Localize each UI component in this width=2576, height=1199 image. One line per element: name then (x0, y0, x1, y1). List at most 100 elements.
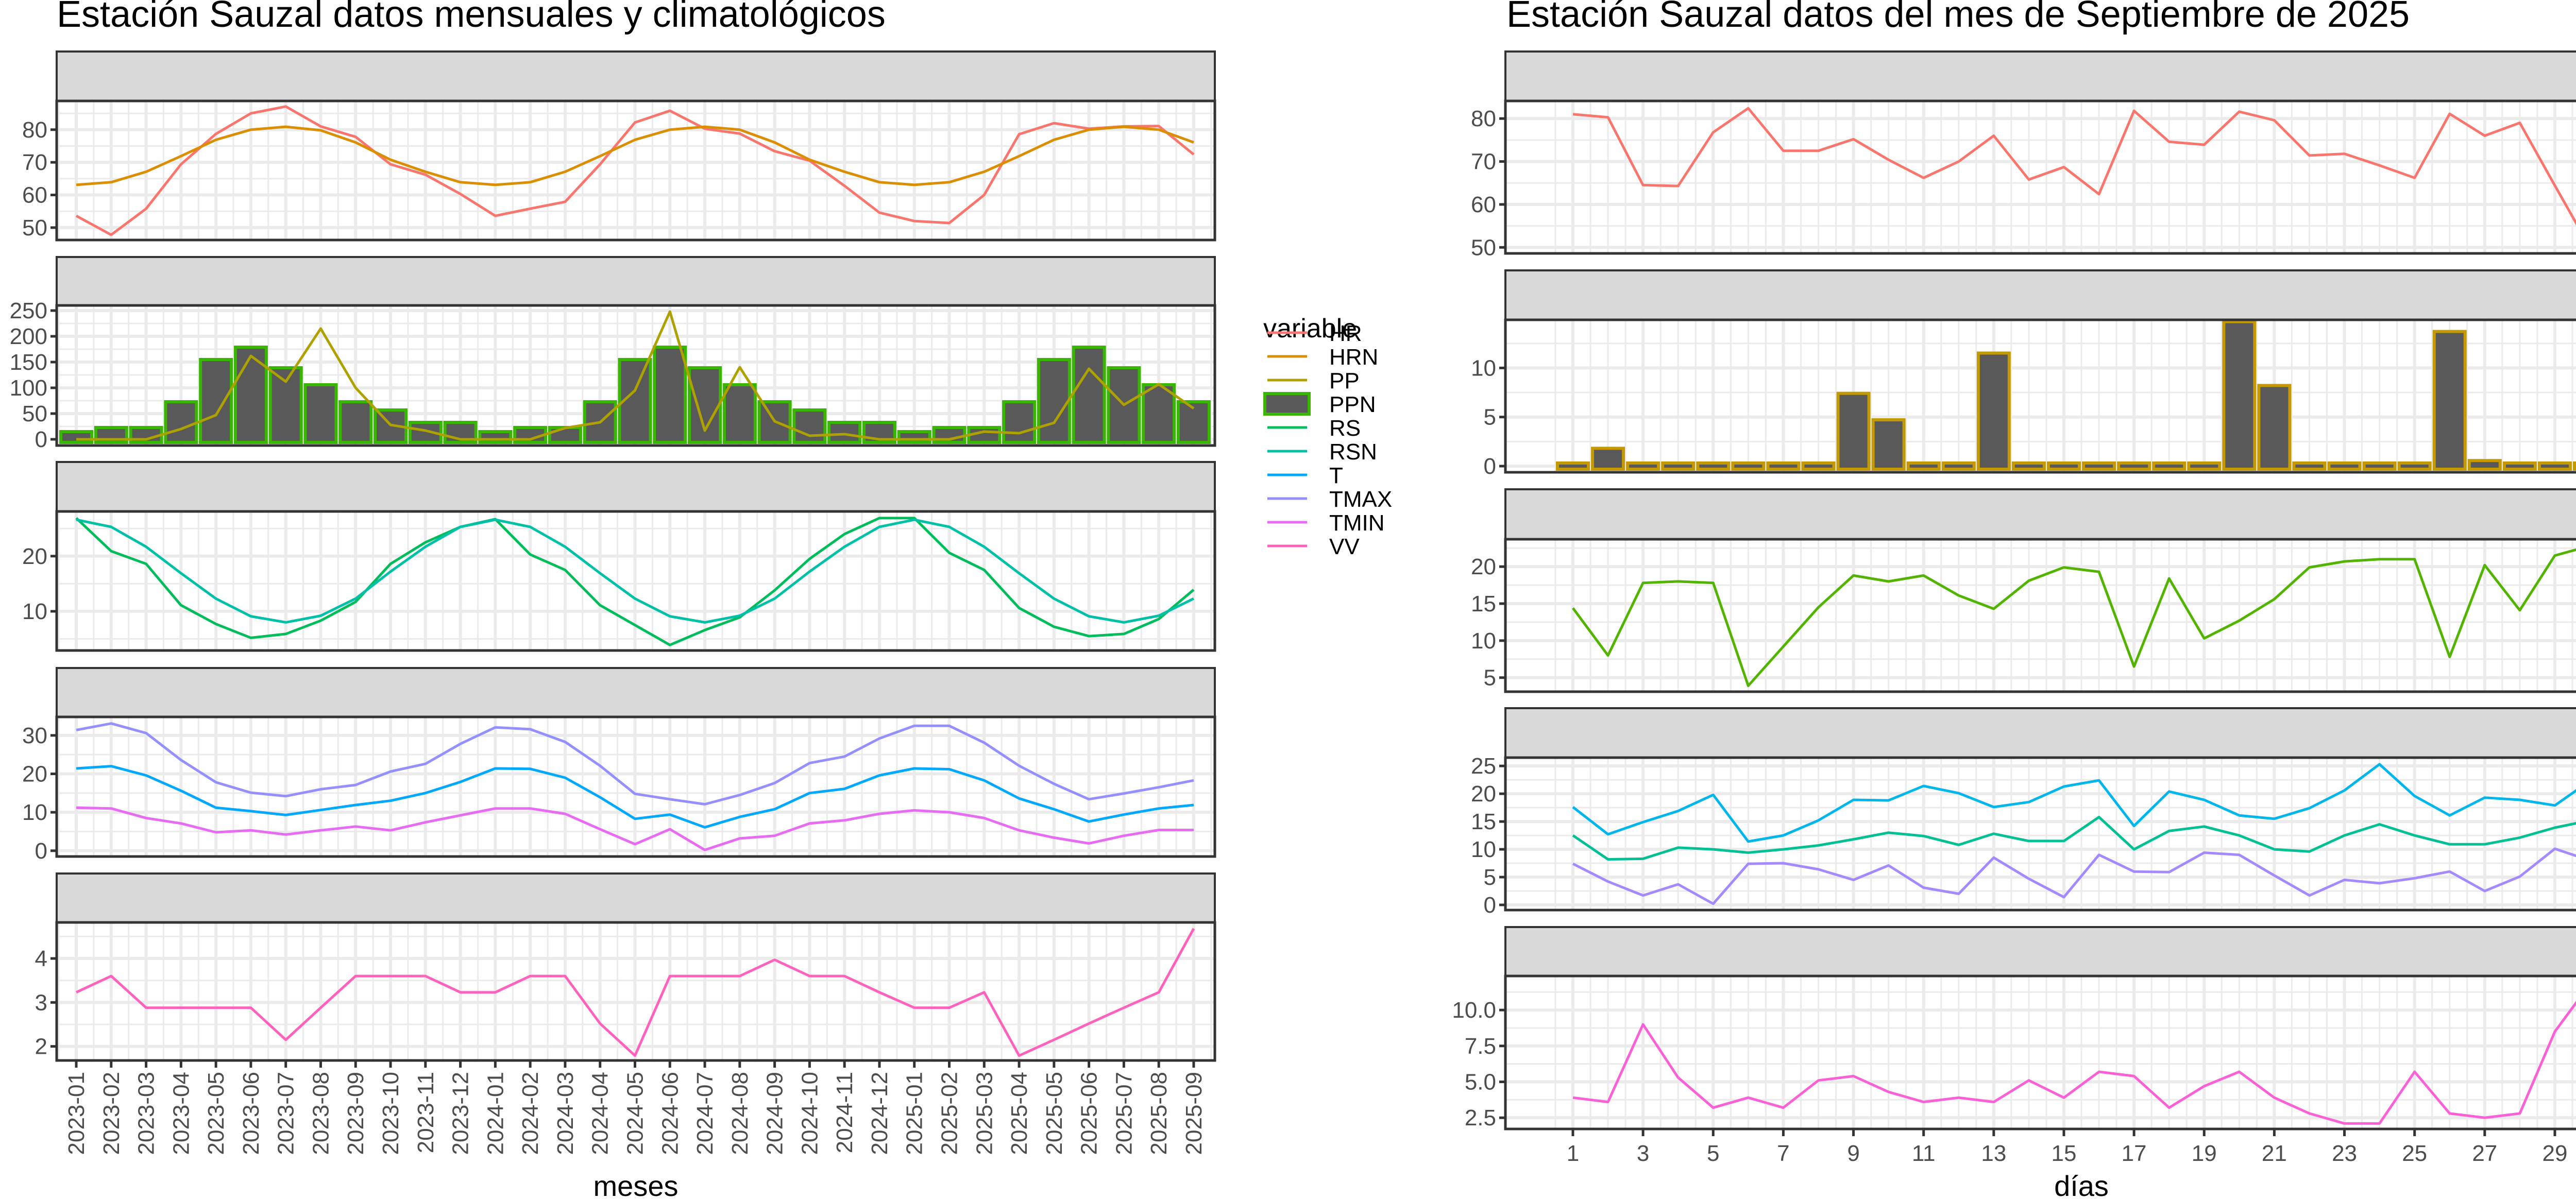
legend-label: TMAX (1329, 487, 1392, 512)
x-tick-label: 2023-11 (413, 1072, 438, 1153)
x-tick-label: 2025-06 (1077, 1072, 1102, 1155)
x-tick-label: 3 (1637, 1141, 1649, 1166)
line-tmax (1572, 763, 2576, 843)
panel-border (55, 510, 1216, 652)
panel-border (1504, 756, 2576, 912)
line-t (76, 765, 1194, 829)
line-vv (1572, 1001, 2576, 1125)
x-tick-label: 25 (2402, 1141, 2427, 1166)
line-rsn (76, 518, 1195, 624)
panel-strip (56, 461, 1216, 512)
bar-ppn (1176, 400, 1211, 444)
series-tmin (76, 806, 1194, 851)
y-tick-label: 25 (1471, 753, 1496, 779)
x-tick-label: 2024-03 (553, 1072, 578, 1155)
bar-ppn (1072, 346, 1106, 444)
y-tick-label: 10 (1471, 355, 1496, 381)
x-tick-label: 2024-09 (762, 1072, 788, 1155)
x-tick-label: 15 (2052, 1141, 2077, 1166)
panel-strip (56, 667, 1216, 718)
bar-pp (2292, 461, 2327, 471)
bar-ppn (792, 408, 827, 444)
daily-x-axis-title: días (2054, 1170, 2109, 1199)
bar-ppn (338, 400, 373, 444)
legend-label: HR (1329, 321, 1362, 346)
bar-pp (2502, 461, 2537, 471)
bar-pp (1696, 461, 1731, 471)
x-tick-label: 2024-08 (727, 1072, 753, 1155)
bar-ppn (1142, 383, 1176, 444)
series-tmax (76, 722, 1194, 806)
bar-ppn (164, 400, 198, 444)
x-tick-label: 2023-12 (448, 1072, 473, 1155)
bar-pp (1626, 461, 1660, 471)
legend-item-tmax: TMAX (1267, 487, 1392, 512)
y-tick-label: 70 (22, 150, 47, 175)
bar-pp (1941, 461, 1976, 471)
y-tick-label: 7.5 (1465, 1034, 1496, 1059)
bar-pp (2046, 461, 2081, 471)
bar-pp (1976, 351, 2011, 471)
bar-pp (1661, 461, 1696, 471)
daily-chart-title: Estación Sauzal datos del mes de Septiem… (1506, 0, 2410, 35)
series-vv (75, 928, 1195, 1057)
panel-strip (56, 50, 1216, 102)
series-t (1572, 816, 2576, 861)
y-tick-label: 80 (22, 117, 47, 143)
y-tick-label: 10 (1471, 837, 1496, 862)
x-tick-label: 27 (2472, 1141, 2497, 1166)
series-pp (76, 310, 1195, 441)
x-tick-label: 2023-02 (99, 1072, 124, 1155)
panel-pp: 0 5 10 (1471, 269, 2576, 479)
y-tick-label: 100 (10, 375, 47, 401)
series-t (76, 765, 1194, 829)
bar-ppn (827, 421, 862, 444)
legend-label: T (1329, 463, 1343, 488)
bar-ppn (478, 430, 513, 444)
x-tick-label: 29 (2542, 1141, 2567, 1166)
x-tick-label: 2023-03 (134, 1072, 159, 1155)
panel-hr: 50 60 70 80 (22, 50, 1216, 242)
x-tick-label: 21 (2262, 1141, 2287, 1166)
y-tick-label: 70 (1471, 149, 1496, 175)
bar-pp (2537, 461, 2572, 471)
panel-strip (1504, 926, 2576, 977)
legend-label: VV (1329, 534, 1360, 559)
y-tick-label: 15 (1471, 591, 1496, 616)
panel-border (1504, 318, 2576, 474)
legend-item-pp: PP (1267, 368, 1360, 393)
line-hr (1572, 107, 2576, 226)
bar-ppn (897, 430, 931, 444)
legend-key-bar (1263, 392, 1311, 416)
bar-pp (1591, 447, 1625, 471)
series-rsn (76, 518, 1195, 624)
bar-ppn (268, 366, 303, 444)
bar-ppn (199, 358, 233, 444)
y-tick-label: 10.0 (1452, 998, 1496, 1023)
y-tick-label: 30 (22, 723, 47, 748)
bar-pp (2397, 461, 2432, 471)
line-tmin (1572, 847, 2576, 905)
bar-ppn (1037, 358, 1071, 444)
bar-pp (2082, 461, 2116, 471)
y-tick-label: 60 (22, 183, 47, 208)
x-tick-label: 2023-08 (308, 1072, 333, 1155)
monthly-chart: 5060708005010015020025010200102030234202… (10, 50, 1216, 1155)
bar-pp (2467, 459, 2502, 471)
bar-pp (2362, 461, 2397, 471)
bar-pp (2257, 384, 2292, 471)
series-rs (75, 517, 1195, 646)
panel-hr: 50 60 70 80 (1471, 50, 2576, 260)
series-pp (1556, 320, 2576, 471)
line-vv (75, 928, 1195, 1057)
y-tick-label: 3 (35, 990, 47, 1015)
legend-label: RS (1329, 416, 1361, 441)
x-tick-label: 2024-02 (518, 1072, 543, 1155)
y-tick-label: 0 (35, 838, 47, 864)
x-tick-label: 2023-05 (204, 1072, 229, 1155)
bar-pp (1766, 461, 1801, 471)
x-tick-label: 2024-04 (588, 1072, 613, 1155)
line-hr (75, 105, 1195, 236)
